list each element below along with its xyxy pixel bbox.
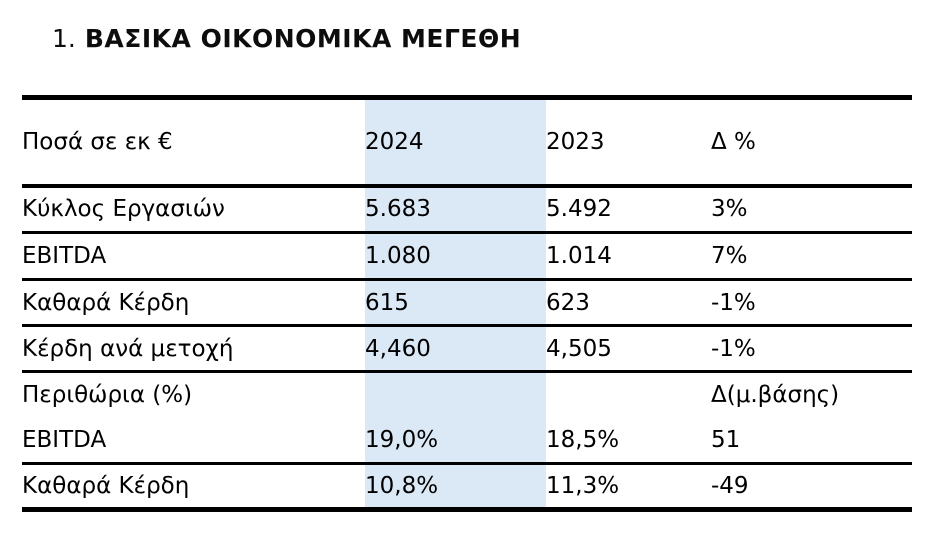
financial-highlights-table: Ποσά σε εκ € 2024 2023 Δ % Κύκλος Εργασι…: [22, 95, 912, 512]
row-label: Κύκλος Εργασιών: [22, 196, 225, 223]
value-delta: 51: [711, 426, 741, 453]
value-delta: -1%: [711, 289, 756, 316]
table-row-ebitda-margin: EBITDA 19,0% 18,5% 51: [22, 417, 912, 464]
row-label: EBITDA: [22, 426, 107, 453]
table-row-revenue: Κύκλος Εργασιών 5.683 5.492 3%: [22, 185, 912, 233]
section-label: Περιθώρια (%): [22, 382, 193, 409]
table-row-net-margin: Καθαρά Κέρδη 10,8% 11,3% -49: [22, 463, 912, 510]
value-2024: 10,8%: [365, 463, 546, 510]
value-delta: 3%: [711, 196, 748, 223]
value-delta: 7%: [711, 243, 748, 269]
value-2024: 615: [365, 279, 546, 326]
section-delta-label: Δ(μ.βάσης): [711, 382, 840, 409]
title-number: 1.: [52, 24, 76, 53]
row-label: Καθαρά Κέρδη: [22, 289, 190, 316]
row-label: Καθαρά Κέρδη: [22, 473, 190, 499]
header-2023: 2023: [546, 128, 605, 155]
value-2023: [546, 372, 711, 418]
value-delta: -1%: [711, 335, 756, 362]
table-row-ebitda: EBITDA 1.080 1.014 7%: [22, 232, 912, 280]
row-label: Κέρδη ανά μετοχή: [22, 335, 234, 362]
page-title: 1. ΒΑΣΙΚΑ ΟΙΚΟΝΟΜΙΚΑ ΜΕΓΕΘΗ: [52, 24, 521, 54]
table-row-net-profit: Καθαρά Κέρδη 615 623 -1%: [22, 279, 912, 326]
table-row-margins-section: Περιθώρια (%) Δ(μ.βάσης): [22, 371, 912, 418]
header-delta: Δ %: [711, 128, 756, 155]
table-row-eps: Κέρδη ανά μετοχή 4,460 4,505 -1%: [22, 325, 912, 372]
value-2023: 1.014: [546, 243, 612, 269]
value-2024: 4,460: [365, 325, 546, 372]
value-2023: 4,505: [546, 335, 612, 362]
value-2023: 623: [546, 289, 590, 316]
header-2024: 2024: [365, 97, 546, 186]
row-label: EBITDA: [22, 243, 107, 269]
value-2024: 19,0%: [365, 417, 546, 464]
value-2023: 11,3%: [546, 473, 620, 499]
value-2023: 5.492: [546, 196, 612, 223]
value-2024: 1.080: [365, 232, 546, 280]
value-delta: -49: [711, 473, 749, 499]
table-header-row: Ποσά σε εκ € 2024 2023 Δ %: [22, 97, 912, 186]
value-2024: 5.683: [365, 185, 546, 233]
title-text: ΒΑΣΙΚΑ ΟΙΚΟΝΟΜΙΚΑ ΜΕΓΕΘΗ: [84, 24, 522, 53]
value-2024: [365, 371, 546, 418]
value-2023: 18,5%: [546, 426, 620, 453]
header-units-label: Ποσά σε εκ €: [22, 128, 173, 155]
